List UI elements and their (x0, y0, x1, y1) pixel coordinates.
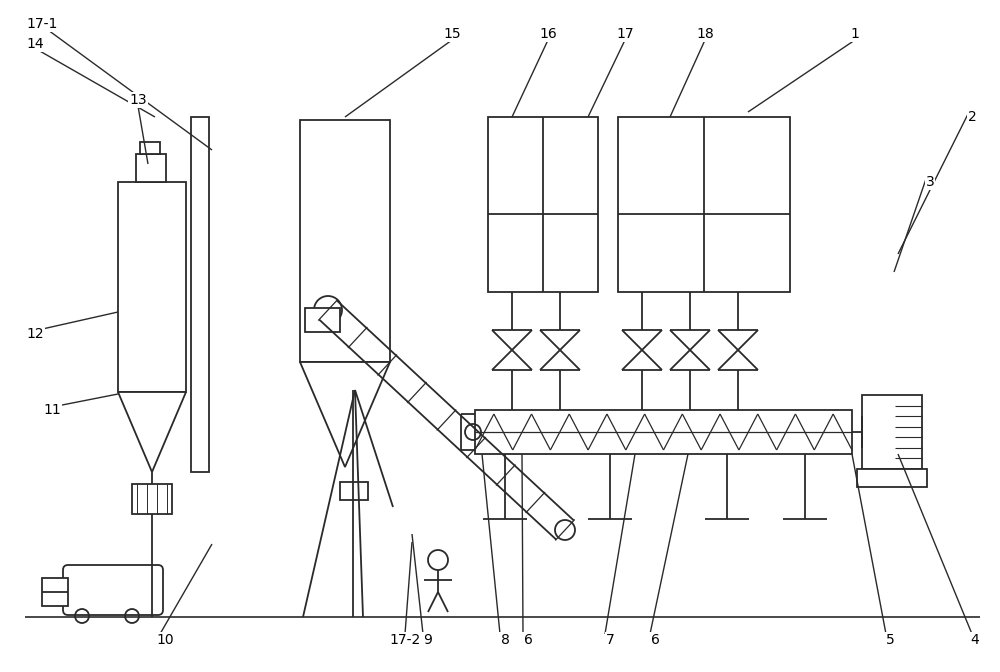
Text: 13: 13 (129, 93, 147, 107)
Text: 18: 18 (696, 27, 714, 41)
Bar (618, 117, 790, 292)
Bar (136, 154, 166, 182)
Bar (191, 117, 209, 472)
Text: 9: 9 (424, 633, 432, 647)
Bar (42, 578, 68, 606)
Text: 12: 12 (26, 327, 44, 341)
Bar (132, 484, 172, 514)
Bar (140, 142, 160, 154)
Text: 17-2: 17-2 (389, 633, 421, 647)
Polygon shape (300, 362, 390, 467)
Text: 10: 10 (156, 633, 174, 647)
Text: 15: 15 (443, 27, 461, 41)
Text: 14: 14 (26, 37, 44, 51)
Bar (488, 117, 598, 292)
Text: 1: 1 (851, 27, 859, 41)
Text: 4: 4 (971, 633, 979, 647)
Bar (857, 469, 927, 487)
Bar (475, 410, 852, 454)
Polygon shape (118, 392, 186, 472)
Text: 17: 17 (616, 27, 634, 41)
Text: 6: 6 (524, 633, 532, 647)
Text: 3: 3 (926, 175, 934, 189)
Text: 16: 16 (539, 27, 557, 41)
FancyBboxPatch shape (63, 565, 163, 615)
Text: 8: 8 (501, 633, 509, 647)
Bar (305, 308, 340, 332)
Text: 2: 2 (968, 110, 976, 124)
Text: 17-1: 17-1 (26, 17, 58, 31)
Bar (118, 182, 186, 392)
Text: 7: 7 (606, 633, 614, 647)
Bar (300, 120, 390, 362)
Bar (340, 482, 368, 500)
Text: 5: 5 (886, 633, 894, 647)
Text: 6: 6 (651, 633, 659, 647)
Bar (862, 395, 922, 469)
Text: 11: 11 (43, 403, 61, 417)
